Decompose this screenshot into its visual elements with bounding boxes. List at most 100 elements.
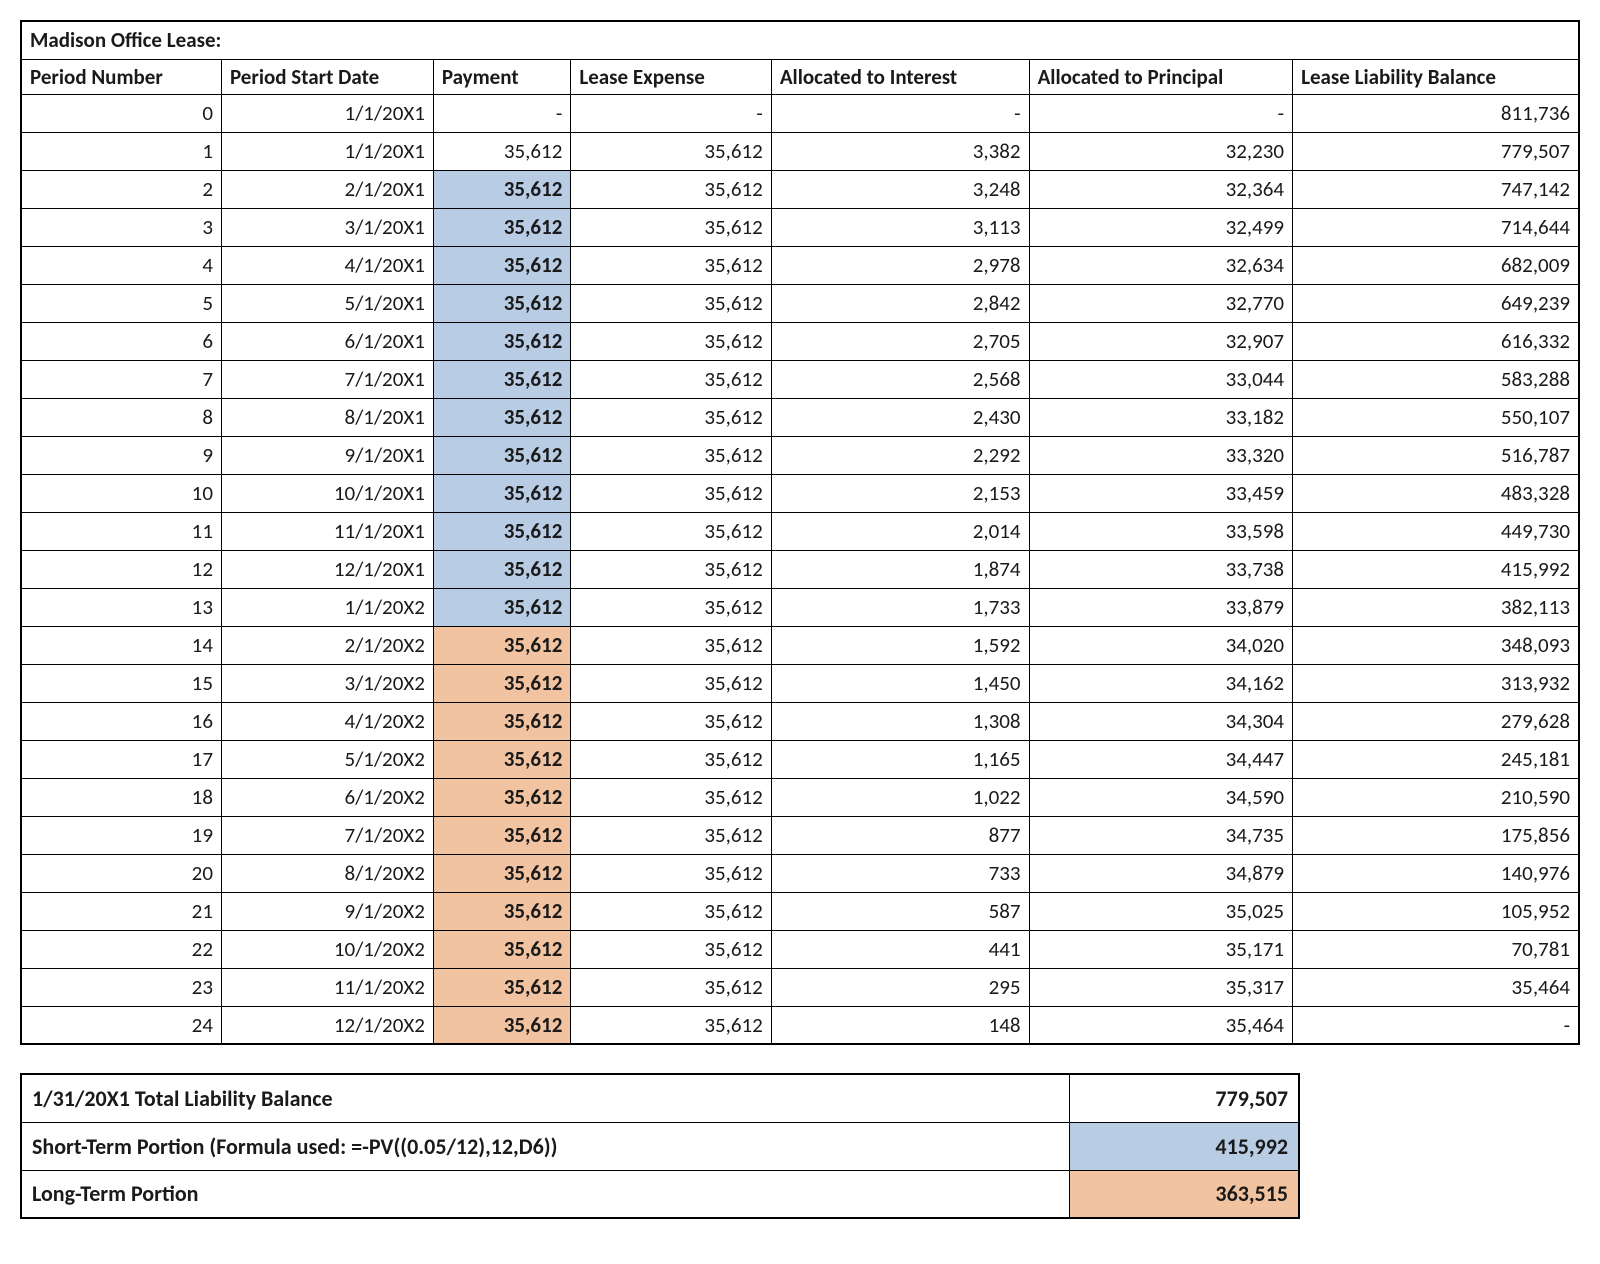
cell-interest: 1,022	[771, 778, 1029, 816]
cell-payment: -	[433, 94, 570, 132]
summary-value: 363,515	[1069, 1170, 1299, 1218]
cell-period: 11	[21, 512, 221, 550]
cell-interest: 1,733	[771, 588, 1029, 626]
cell-interest: 2,568	[771, 360, 1029, 398]
cell-period: 13	[21, 588, 221, 626]
cell-principal: 35,025	[1029, 892, 1292, 930]
cell-payment: 35,612	[433, 930, 570, 968]
cell-balance: 245,181	[1293, 740, 1579, 778]
col-header-balance: Lease Liability Balance	[1293, 59, 1579, 94]
cell-principal: 32,364	[1029, 170, 1292, 208]
cell-balance: 682,009	[1293, 246, 1579, 284]
cell-date: 6/1/20X2	[221, 778, 433, 816]
cell-period: 23	[21, 968, 221, 1006]
cell-period: 14	[21, 626, 221, 664]
cell-principal: 34,162	[1029, 664, 1292, 702]
cell-payment: 35,612	[433, 968, 570, 1006]
cell-interest: 2,978	[771, 246, 1029, 284]
cell-payment: 35,612	[433, 208, 570, 246]
cell-balance: 811,736	[1293, 94, 1579, 132]
cell-expense: 35,612	[571, 664, 771, 702]
cell-expense: 35,612	[571, 474, 771, 512]
summary-table: 1/31/20X1 Total Liability Balance779,507…	[20, 1073, 1300, 1219]
cell-expense: 35,612	[571, 208, 771, 246]
cell-principal: 34,304	[1029, 702, 1292, 740]
cell-balance: 747,142	[1293, 170, 1579, 208]
table-row: 2311/1/20X235,61235,61229535,31735,464	[21, 968, 1579, 1006]
cell-interest: 2,292	[771, 436, 1029, 474]
cell-balance: 382,113	[1293, 588, 1579, 626]
cell-balance: 550,107	[1293, 398, 1579, 436]
cell-payment: 35,612	[433, 778, 570, 816]
table-row: 2210/1/20X235,61235,61244135,17170,781	[21, 930, 1579, 968]
cell-period: 19	[21, 816, 221, 854]
table-row: 88/1/20X135,61235,6122,43033,182550,107	[21, 398, 1579, 436]
cell-expense: 35,612	[571, 246, 771, 284]
cell-principal: 33,459	[1029, 474, 1292, 512]
cell-interest: 3,382	[771, 132, 1029, 170]
cell-principal: 33,044	[1029, 360, 1292, 398]
cell-balance: 313,932	[1293, 664, 1579, 702]
table-row: 197/1/20X235,61235,61287734,735175,856	[21, 816, 1579, 854]
cell-period: 18	[21, 778, 221, 816]
table-row: 164/1/20X235,61235,6121,30834,304279,628	[21, 702, 1579, 740]
cell-principal: 32,499	[1029, 208, 1292, 246]
cell-balance: 483,328	[1293, 474, 1579, 512]
cell-period: 24	[21, 1006, 221, 1044]
table-row: 175/1/20X235,61235,6121,16534,447245,181	[21, 740, 1579, 778]
col-header-payment: Payment	[433, 59, 570, 94]
cell-principal: 32,907	[1029, 322, 1292, 360]
cell-balance: 175,856	[1293, 816, 1579, 854]
cell-principal: 33,598	[1029, 512, 1292, 550]
cell-principal: 35,464	[1029, 1006, 1292, 1044]
cell-expense: 35,612	[571, 740, 771, 778]
table-row: 33/1/20X135,61235,6123,11332,499714,644	[21, 208, 1579, 246]
cell-payment: 35,612	[433, 816, 570, 854]
table-row: 99/1/20X135,61235,6122,29233,320516,787	[21, 436, 1579, 474]
summary-value: 415,992	[1069, 1122, 1299, 1170]
table-row: 77/1/20X135,61235,6122,56833,044583,288	[21, 360, 1579, 398]
cell-date: 12/1/20X1	[221, 550, 433, 588]
cell-balance: 105,952	[1293, 892, 1579, 930]
cell-payment: 35,612	[433, 588, 570, 626]
cell-date: 4/1/20X1	[221, 246, 433, 284]
cell-expense: 35,612	[571, 170, 771, 208]
cell-balance: 279,628	[1293, 702, 1579, 740]
cell-interest: -	[771, 94, 1029, 132]
cell-period: 7	[21, 360, 221, 398]
table-row: 66/1/20X135,61235,6122,70532,907616,332	[21, 322, 1579, 360]
cell-expense: 35,612	[571, 550, 771, 588]
cell-period: 0	[21, 94, 221, 132]
cell-date: 9/1/20X2	[221, 892, 433, 930]
cell-date: 8/1/20X2	[221, 854, 433, 892]
cell-payment: 35,612	[433, 436, 570, 474]
cell-payment: 35,612	[433, 854, 570, 892]
cell-interest: 2,430	[771, 398, 1029, 436]
cell-interest: 295	[771, 968, 1029, 1006]
cell-interest: 1,874	[771, 550, 1029, 588]
cell-interest: 2,014	[771, 512, 1029, 550]
cell-expense: 35,612	[571, 968, 771, 1006]
cell-date: 8/1/20X1	[221, 398, 433, 436]
cell-principal: 35,171	[1029, 930, 1292, 968]
cell-principal: 32,230	[1029, 132, 1292, 170]
cell-principal: 33,320	[1029, 436, 1292, 474]
cell-expense: 35,612	[571, 588, 771, 626]
cell-date: 1/1/20X2	[221, 588, 433, 626]
cell-date: 7/1/20X2	[221, 816, 433, 854]
cell-date: 2/1/20X2	[221, 626, 433, 664]
cell-interest: 1,592	[771, 626, 1029, 664]
table-row: 219/1/20X235,61235,61258735,025105,952	[21, 892, 1579, 930]
cell-principal: 34,020	[1029, 626, 1292, 664]
summary-value: 779,507	[1069, 1074, 1299, 1122]
cell-date: 12/1/20X2	[221, 1006, 433, 1044]
cell-date: 10/1/20X1	[221, 474, 433, 512]
table-row: 186/1/20X235,61235,6121,02234,590210,590	[21, 778, 1579, 816]
summary-label: Long-Term Portion	[21, 1170, 1069, 1218]
cell-balance: 348,093	[1293, 626, 1579, 664]
cell-date: 9/1/20X1	[221, 436, 433, 474]
table-row: 1010/1/20X135,61235,6122,15333,459483,32…	[21, 474, 1579, 512]
cell-balance: 779,507	[1293, 132, 1579, 170]
cell-principal: 34,879	[1029, 854, 1292, 892]
cell-balance: 70,781	[1293, 930, 1579, 968]
